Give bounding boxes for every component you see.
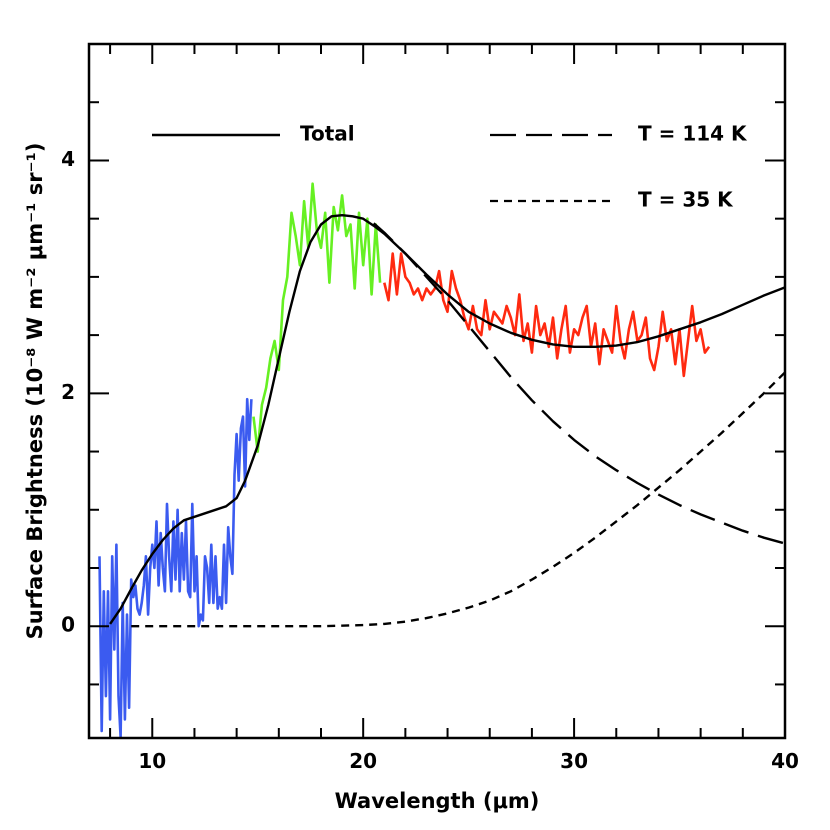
y-tick-label: 2 <box>61 380 75 404</box>
x-tick-label: 40 <box>771 749 799 773</box>
model-series-total <box>109 213 786 625</box>
legend: Total T = 114 K T = 35 K <box>152 122 748 212</box>
model-curves <box>109 213 786 628</box>
y-tick-label: 0 <box>61 613 75 637</box>
legend-label-35k: T = 35 K <box>638 188 734 212</box>
model-series-t-114-k <box>372 222 786 545</box>
x-axis-title: Wavelength (μm) <box>335 789 540 813</box>
legend-label-114k: T = 114 K <box>638 122 748 146</box>
legend-label-total: Total <box>300 122 355 146</box>
axis-ticks: 10 20 30 40 0 2 4 <box>61 44 799 773</box>
x-tick-label: 30 <box>560 749 588 773</box>
x-tick-label: 20 <box>349 749 377 773</box>
observed-spectra <box>98 182 711 739</box>
y-tick-label: 4 <box>61 147 75 171</box>
data-series-observed-14-7-20-9-m <box>252 182 382 453</box>
model-series-t-35-k <box>131 371 786 628</box>
x-tick-label: 10 <box>138 749 166 773</box>
data-series-observed-20-9-36-5-m <box>383 252 711 378</box>
y-axis-title: Surface Brightness (10⁻⁸ W m⁻² μm⁻¹ sr⁻¹… <box>23 143 47 640</box>
data-series-observed-7-5-14-7-m <box>98 397 253 739</box>
plot-frame <box>87 42 787 740</box>
